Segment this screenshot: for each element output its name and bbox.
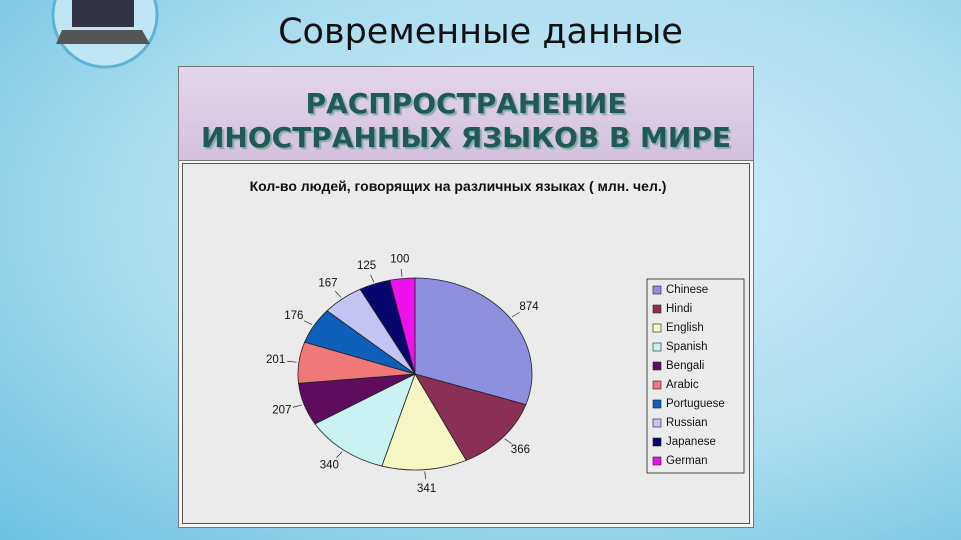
slide-frame: РАСПРОСТРАНЕНИЕ ИНОСТРАННЫХ ЯЗЫКОВ В МИР…: [178, 66, 754, 528]
data-label: 100: [390, 254, 409, 266]
legend-swatch: [652, 361, 662, 371]
legend-swatch: [652, 456, 662, 466]
leader-line: [424, 471, 426, 480]
header: Современные данные: [278, 12, 683, 52]
pie-slice: [414, 373, 527, 461]
legend-swatch: [652, 399, 662, 409]
leader-line: [504, 438, 512, 445]
legend-swatch: [652, 342, 662, 352]
legend-label: Russian: [666, 417, 708, 429]
leader-line: [334, 290, 342, 298]
data-label: 207: [272, 404, 291, 416]
data-label: 176: [284, 310, 303, 322]
legend-swatch: [652, 418, 662, 428]
legend-swatch: [652, 437, 662, 447]
banner: РАСПРОСТРАНЕНИЕ ИНОСТРАННЫХ ЯЗЫКОВ В МИР…: [179, 67, 753, 161]
pie-slice: [389, 277, 416, 375]
data-label: 366: [511, 444, 530, 456]
legend-label: Spanish: [666, 341, 708, 353]
leader-line: [303, 320, 313, 325]
legend-label: Hindi: [666, 303, 692, 315]
pie-slice: [414, 277, 533, 406]
legend-swatch: [652, 323, 662, 333]
leader-line: [287, 360, 297, 363]
legend-label: Portuguese: [666, 398, 725, 410]
pie-slice: [381, 373, 467, 471]
chart-title: Кол-во людей, говорящих на различных язы…: [249, 178, 667, 194]
leader-line: [370, 274, 375, 283]
leader-line: [336, 451, 343, 458]
data-label: 201: [266, 354, 285, 366]
chart-area: Кол-во людей, говорящих на различных язы…: [182, 163, 750, 524]
legend-label: German: [666, 455, 708, 467]
data-label: 874: [519, 301, 539, 313]
legend-label: English: [666, 322, 704, 334]
banner-line: ИНОСТРАННЫХ ЯЗЫКОВ В МИРЕ: [200, 121, 731, 154]
data-label: 340: [320, 459, 339, 471]
leader-line: [511, 312, 520, 318]
pie-slice: [314, 373, 416, 467]
laptop-screen: [72, 0, 134, 27]
legend-label: Japanese: [666, 436, 716, 448]
chart: 874 366 341 340 207 201 176 167 125 100 Chinese Hin…: [266, 254, 745, 495]
legend-swatch: [652, 304, 662, 314]
data-label: 341: [417, 483, 436, 495]
legend-label: Arabic: [666, 379, 699, 391]
banner-line: РАСПРОСТРАНЕНИЕ: [305, 87, 627, 120]
legend-swatch: [652, 285, 662, 295]
leader-line: [400, 268, 403, 277]
data-label: 125: [357, 260, 376, 272]
laptop-base: [56, 30, 150, 44]
data-label: 167: [318, 278, 337, 290]
legend-swatch: [652, 380, 662, 390]
leader-line: [292, 404, 302, 408]
legend-label: Bengali: [666, 360, 704, 372]
legend-label: Chinese: [666, 284, 708, 296]
legend-box: [646, 278, 745, 474]
